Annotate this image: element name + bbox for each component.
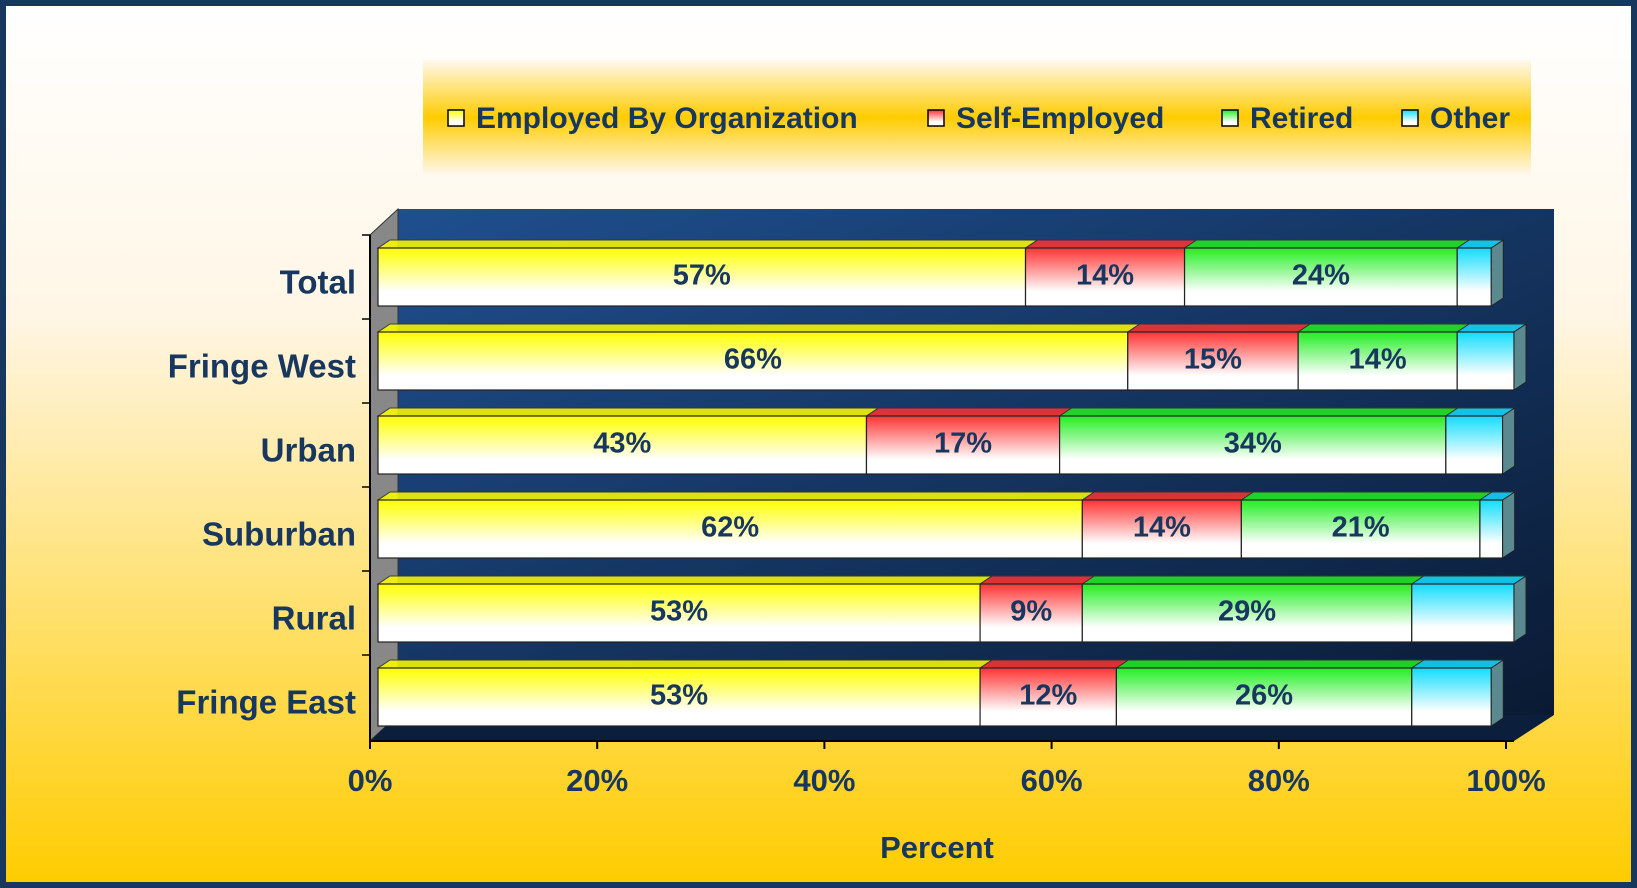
bar-segment [865,415,1061,475]
value-label: 53% [650,680,708,712]
x-tick-label: 0% [348,763,393,798]
bar-top [1296,323,1471,333]
bar-segment [1058,415,1447,475]
value-label: 12% [1019,680,1077,712]
y-tick-label: Rural [272,600,356,637]
value-label: 29% [1218,596,1276,628]
y-tick-label: Fringe West [168,348,356,385]
bar-segment [979,583,1083,643]
bar-top [1080,575,1426,585]
value-label: 9% [1010,596,1052,628]
y-tick-label: Suburban [202,516,356,553]
legend-swatch [447,109,465,127]
x-tick-label: 40% [793,763,855,798]
y-tick-label: Urban [261,432,356,469]
bar-segment [1479,499,1504,559]
bar-top [1057,407,1460,417]
bar-segment [1411,667,1492,727]
bar-top [1023,239,1199,249]
value-label: 14% [1349,344,1407,376]
bar-top [864,407,1074,417]
bar-side [1502,407,1516,475]
bar-top [1114,659,1426,669]
x-axis-label: Percent [880,830,994,865]
bar-segment [1183,247,1458,307]
legend-label: Retired [1250,102,1353,135]
bar-side [1490,239,1504,307]
value-label: 14% [1133,512,1191,544]
bar-side [1513,575,1527,643]
legend-label: Self-Employed [956,102,1164,135]
value-label: 14% [1076,260,1134,292]
x-tick-label: 80% [1248,763,1310,798]
y-tick-label: Fringe East [176,684,356,721]
bar-top [1182,239,1471,249]
value-label: 24% [1292,260,1350,292]
bar-segment [1445,415,1504,475]
y-tick-label: Total [280,264,356,301]
bar-top [1239,491,1494,501]
bar-segment [377,667,981,727]
bar-segment [1115,667,1413,727]
bar-top [376,659,994,669]
bar-segment [1081,499,1242,559]
x-tick-label: 60% [1021,763,1083,798]
bar-segment [1024,247,1186,307]
value-label: 53% [650,596,708,628]
bar-top [376,239,1040,249]
bar-top [1126,323,1312,333]
x-tick-label: 100% [1466,763,1545,798]
legend-label: Employed By Organization [476,102,858,135]
legend-swatch [927,109,945,127]
bar-top [376,323,1142,333]
value-label: 34% [1224,428,1282,460]
value-label: 21% [1332,512,1390,544]
bar-top [376,491,1096,501]
bar-segment [377,247,1027,307]
bar-segment [377,415,868,475]
value-label: 62% [701,512,759,544]
value-label: 57% [673,260,731,292]
value-label: 26% [1235,680,1293,712]
bar-side [1490,659,1504,727]
legend-box [423,60,1531,175]
value-label: 15% [1184,344,1242,376]
bar-side [1502,491,1516,559]
legend-label: Other [1430,102,1510,135]
bar-top [1410,659,1505,669]
bar-top [978,659,1131,669]
bar-segment [377,499,1083,559]
bar-top [978,575,1096,585]
value-label: 17% [934,428,992,460]
bar-segment [377,331,1129,391]
bar-segment [1411,583,1515,643]
bar-side [1513,323,1527,391]
legend-swatch [1401,109,1419,127]
bar-top [376,575,994,585]
legend-swatch [1221,109,1239,127]
bar-top [1410,575,1528,585]
value-label: 66% [724,344,782,376]
x-tick-label: 20% [566,763,628,798]
bar-segment [1240,499,1481,559]
bar-segment [1456,247,1492,307]
value-label: 43% [593,428,651,460]
bar-segment [1456,331,1515,391]
bar-segment [1297,331,1458,391]
bar-top [1080,491,1256,501]
bar-segment [979,667,1118,727]
bar-top [376,407,881,417]
